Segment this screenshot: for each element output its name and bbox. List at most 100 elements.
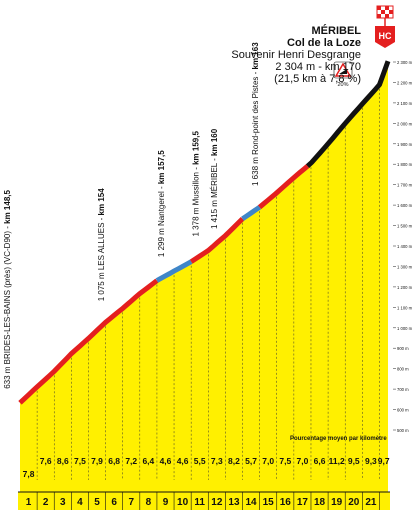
profile-area <box>20 61 388 492</box>
grade-label: 9,5 <box>348 456 360 466</box>
flag-square <box>385 6 389 10</box>
summit-souvenir: Souvenir Henri Desgrange <box>231 49 361 61</box>
hc-badge <box>375 26 395 48</box>
waypoint-name: 1 075 m LES ALLUES - <box>97 215 106 301</box>
grade-label: 8,6 <box>57 456 69 466</box>
waypoint-label: 1 075 m LES ALLUES - km 154 <box>97 188 106 302</box>
km-label: 14 <box>246 497 258 508</box>
y-tick-label: 500 m <box>397 428 409 433</box>
waypoint-km: km 154 <box>97 188 106 216</box>
km-label: 12 <box>211 497 223 508</box>
grade-label: 8,2 <box>228 456 240 466</box>
y-tick-label: 1 700 m <box>397 183 413 188</box>
grade-label: 7,5 <box>74 456 86 466</box>
km-label: 7 <box>128 497 134 508</box>
summit-stats: (21,5 km à 7,8 %) <box>274 73 361 85</box>
y-tick-label: 1 100 m <box>397 305 413 310</box>
y-tick-label: 700 m <box>397 387 409 392</box>
km-label: 13 <box>228 497 240 508</box>
y-tick-label: 1 300 m <box>397 264 413 269</box>
km-label: 16 <box>280 497 292 508</box>
grade-label: 7,0 <box>297 456 309 466</box>
grade-label: 7,8 <box>23 469 35 479</box>
profile-segment <box>305 60 391 168</box>
waypoint-name: 1 638 m Rond-point des Pistes - <box>251 69 260 186</box>
waypoint-km: km 163 <box>251 42 260 70</box>
y-tick-label: 800 m <box>397 367 409 372</box>
waypoint-name: 633 m BRIDES-LES-BAINS (près) (VC-D90) - <box>3 224 12 389</box>
flag-square <box>381 10 385 14</box>
summit-name: MÉRIBEL <box>311 25 362 37</box>
grade-label: 6,4 <box>142 456 154 466</box>
grade-label: 7,0 <box>262 456 274 466</box>
grade-label: 6,6 <box>314 456 326 466</box>
km-label: 6 <box>111 497 117 508</box>
summit-elevation-km: 2 304 m - km 170 <box>275 61 361 73</box>
km-label: 9 <box>163 497 169 508</box>
profile-segment <box>241 205 261 221</box>
waypoint-label: 633 m BRIDES-LES-BAINS (près) (VC-D90) -… <box>3 190 12 389</box>
slope-glyph <box>339 69 347 74</box>
km-label: 19 <box>331 497 343 508</box>
grade-label: 9,3 <box>365 456 377 466</box>
km-label: 15 <box>263 497 275 508</box>
waypoint-label: 1 299 m Nantgerel - km 157,5 <box>157 150 166 257</box>
summit-col: Col de la Loze <box>287 37 361 49</box>
grade-label: 5,7 <box>245 456 257 466</box>
km-label: 21 <box>365 497 377 508</box>
km-label: 18 <box>314 497 326 508</box>
summit-info: MÉRIBEL Col de la Loze Souvenir Henri De… <box>231 25 361 85</box>
legend-note: Pourcentage moyen par kilomètre <box>290 436 387 442</box>
y-tick-label: 1 500 m <box>397 224 413 229</box>
y-tick-label: 2 000 m <box>397 121 413 126</box>
grade-label: 4,6 <box>177 456 189 466</box>
grade-label: 6,8 <box>108 456 120 466</box>
grade-label: 9,7 <box>378 456 390 466</box>
waypoint-name: 1 299 m Nantgerel - <box>157 184 166 257</box>
km-label: 2 <box>43 497 49 508</box>
flag-square <box>389 10 393 14</box>
grade-label: 11,2 <box>329 456 345 466</box>
grade-label: 7,2 <box>125 456 137 466</box>
flag-square <box>385 14 389 18</box>
y-tick-label: 1 800 m <box>397 162 413 167</box>
hc-label: HC <box>379 31 392 41</box>
y-tick-label: 1 900 m <box>397 142 413 147</box>
km-label: 8 <box>146 497 152 508</box>
y-tick-label: 600 m <box>397 408 409 413</box>
grade-label: 7,3 <box>211 456 223 466</box>
y-tick-label: 2 200 m <box>397 80 413 85</box>
waypoint-name: 1 415 m MÉRIBEL - <box>210 156 219 229</box>
y-tick-label: 1 000 m <box>397 326 413 331</box>
km-label: 5 <box>94 497 100 508</box>
km-label: 10 <box>177 497 189 508</box>
km-label: 17 <box>297 497 309 508</box>
y-tick-label: 900 m <box>397 346 409 351</box>
km-bar <box>18 492 390 510</box>
km-label: 20 <box>348 497 360 508</box>
y-tick-label: 1 400 m <box>397 244 413 249</box>
flag-square <box>377 14 381 18</box>
waypoint-label: 1 415 m MÉRIBEL - km 160 <box>210 128 219 229</box>
grade-label: 7,6 <box>40 456 52 466</box>
grade-label: 7,9 <box>91 456 103 466</box>
y-tick-label: 2 100 m <box>397 101 413 106</box>
profile-segment <box>189 217 245 264</box>
y-tick-label: 2 300 m <box>397 60 413 65</box>
profile-segment <box>257 164 310 210</box>
km-label: 4 <box>77 497 83 508</box>
grade-label: 7,5 <box>279 456 291 466</box>
waypoint-km: km 160 <box>210 128 219 156</box>
waypoint-km: km 159,5 <box>191 131 200 165</box>
grade-label: 4,6 <box>160 456 172 466</box>
waypoint-name: 1 378 m Mussillon - <box>191 165 200 237</box>
flag-square <box>377 6 381 10</box>
km-label: 11 <box>194 497 205 508</box>
grade-label: 5,5 <box>194 456 206 466</box>
waypoint-km: km 157,5 <box>157 150 166 184</box>
waypoint-km: km 148,5 <box>3 190 12 224</box>
profile-segment <box>18 278 159 405</box>
y-tick-label: 1 600 m <box>397 203 413 208</box>
km-label: 1 <box>26 497 32 508</box>
